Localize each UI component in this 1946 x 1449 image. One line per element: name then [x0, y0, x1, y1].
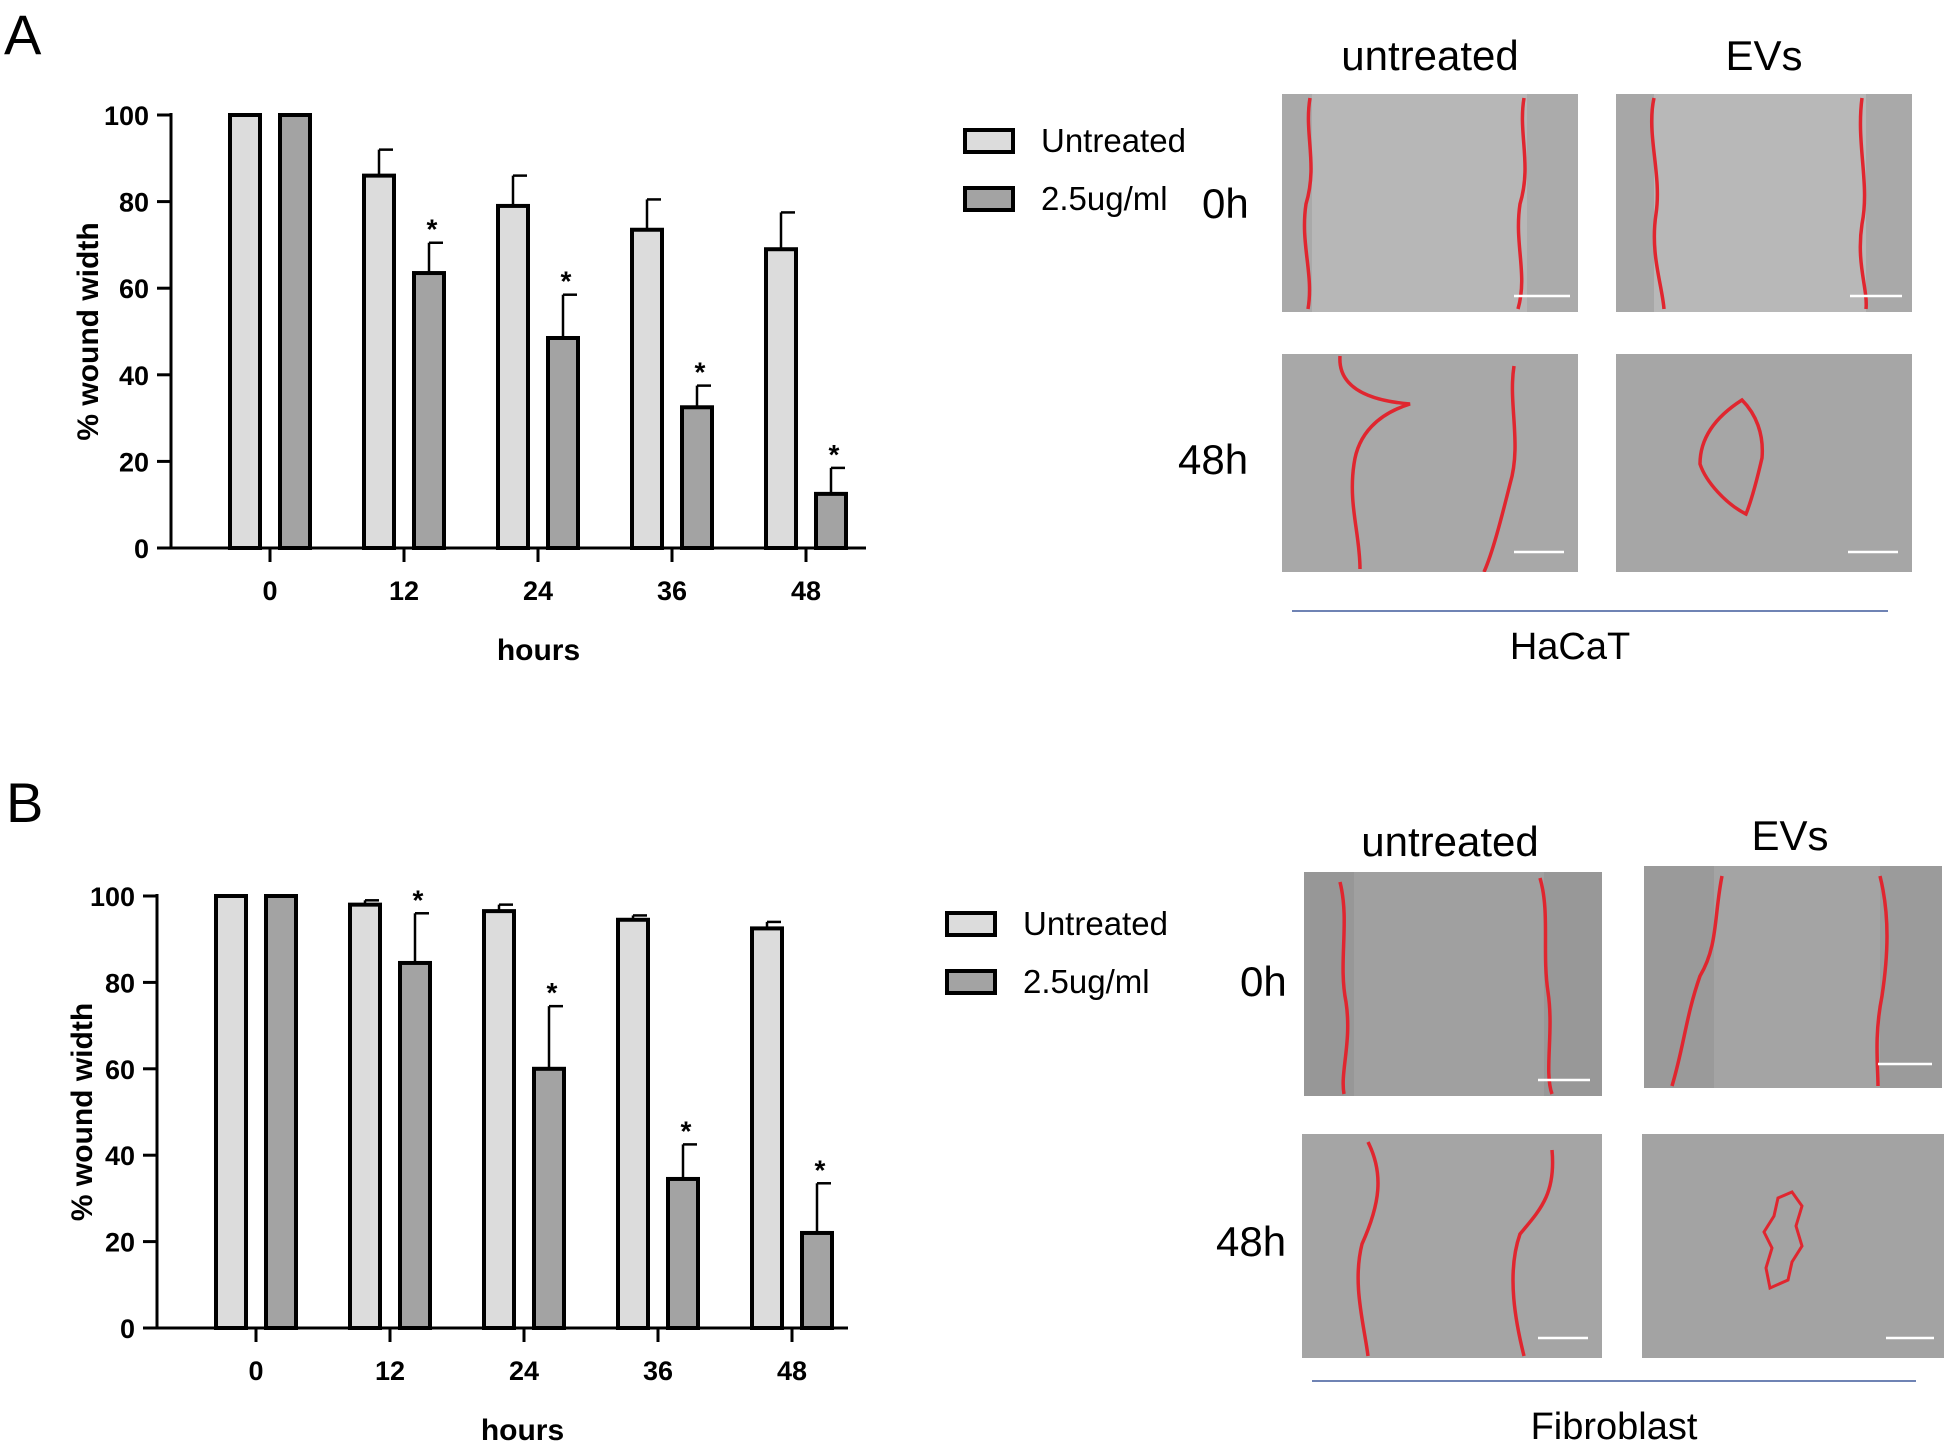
bar-untreated [630, 227, 664, 550]
bar-untreated [750, 926, 784, 1330]
y-tick-label: 80 [119, 188, 149, 218]
row-header-0h: 0h [1240, 958, 1287, 1005]
micrograph-a-untreated-0h [1282, 94, 1578, 312]
bar-treated [532, 1066, 566, 1330]
bar-treated [680, 405, 714, 550]
legend-swatch-treated [945, 969, 997, 995]
y-tick-label: 20 [105, 1228, 135, 1258]
y-tick-label: 80 [105, 968, 135, 998]
cell-type-label-b: Fibroblast [1530, 1406, 1698, 1448]
legend-item-treated: 2.5ug/ml [963, 170, 1186, 228]
chart-a: 0 20 40 60 80 100 0 12 * 24 * 36 * 48 * hours % wound wi… [72, 101, 866, 667]
bar-untreated [348, 902, 382, 1330]
legend-item-untreated: Untreated [963, 112, 1186, 170]
y-tick-label: 40 [119, 361, 149, 391]
x-tick-label: 12 [375, 1356, 405, 1386]
x-tick-label: 0 [248, 1356, 263, 1386]
bar-untreated [482, 909, 516, 1330]
x-tick-label: 48 [777, 1356, 807, 1386]
legend-swatch-untreated [963, 128, 1015, 154]
panel-a-letter: A [4, 3, 42, 66]
y-tick-label: 60 [119, 274, 149, 304]
column-header-evs: EVs [1725, 32, 1803, 79]
bar-untreated [362, 173, 396, 550]
micrograph-b-evs-48h [1642, 1134, 1944, 1358]
y-tick-label: 0 [120, 1314, 135, 1344]
x-tick-label: 12 [389, 576, 419, 606]
bar-treated [412, 271, 446, 550]
significance-marker: * [561, 266, 572, 297]
legend-b: Untreated 2.5ug/ml [945, 895, 1168, 1011]
micrograph-b-untreated-48h [1302, 1134, 1602, 1358]
bar-treated [546, 335, 580, 550]
x-tick-label: 36 [643, 1356, 673, 1386]
x-tick-label: 24 [523, 576, 553, 606]
x-tick-label: 0 [262, 576, 277, 606]
y-tick-label: 0 [134, 534, 149, 564]
row-header-48h: 48h [1216, 1218, 1287, 1265]
y-tick-label: 100 [104, 101, 149, 131]
micrograph-b-untreated-0h [1304, 872, 1602, 1096]
panel-b-letter: B [6, 771, 44, 834]
legend-label: 2.5ug/ml [1041, 180, 1168, 217]
bar-treated [278, 113, 312, 550]
y-tick-label: 60 [105, 1055, 135, 1085]
micrograph-b-evs-0h [1644, 866, 1942, 1088]
significance-marker: * [681, 1115, 692, 1146]
separator-a [1292, 610, 1888, 612]
x-axis-title: hours [481, 1414, 564, 1447]
x-tick-label: 48 [791, 576, 821, 606]
column-header-evs: EVs [1751, 812, 1829, 859]
column-header-untreated: untreated [1361, 818, 1539, 865]
significance-marker: * [547, 977, 558, 1008]
row-header-0h: 0h [1202, 180, 1249, 227]
bar-untreated [764, 247, 798, 550]
bar-untreated [616, 917, 650, 1330]
bar-treated [666, 1176, 700, 1330]
chart-b: 0 20 40 60 80 100 0 12 * 24 * 36 * 48 * hours % wound wi… [66, 882, 848, 1447]
bar-untreated [228, 113, 262, 550]
y-axis-title: % wound width [72, 222, 105, 440]
significance-marker: * [815, 1154, 826, 1185]
legend-label: 2.5ug/ml [1023, 963, 1150, 1000]
legend-swatch-treated [963, 186, 1015, 212]
bar-untreated [496, 203, 530, 550]
y-tick-label: 40 [105, 1141, 135, 1171]
x-tick-label: 36 [657, 576, 687, 606]
legend-label: Untreated [1023, 905, 1168, 942]
y-tick-label: 100 [90, 882, 135, 912]
legend-a: Untreated 2.5ug/ml [963, 112, 1186, 228]
cell-type-label-a: HaCaT [1509, 626, 1631, 668]
row-header-48h: 48h [1178, 436, 1249, 483]
legend-item-treated: 2.5ug/ml [945, 953, 1168, 1011]
bar-treated [814, 491, 848, 550]
x-axis-title: hours [497, 634, 580, 667]
bar-untreated [214, 894, 248, 1330]
legend-label: Untreated [1041, 122, 1186, 159]
x-tick-label: 24 [509, 1356, 539, 1386]
micrograph-a-evs-48h [1616, 354, 1912, 572]
bar-treated [264, 894, 298, 1330]
significance-marker: * [427, 214, 438, 245]
column-header-untreated: untreated [1341, 32, 1519, 79]
legend-swatch-untreated [945, 911, 997, 937]
significance-marker: * [413, 884, 424, 915]
separator-b [1312, 1380, 1916, 1382]
significance-marker: * [829, 439, 840, 470]
micrograph-a-untreated-48h [1282, 354, 1578, 572]
significance-marker: * [695, 357, 706, 388]
y-axis-title: % wound width [66, 1003, 99, 1221]
legend-item-untreated: Untreated [945, 895, 1168, 953]
y-tick-label: 20 [119, 447, 149, 477]
bar-treated [800, 1230, 834, 1330]
bar-treated [398, 960, 432, 1331]
micrograph-a-evs-0h [1616, 94, 1912, 312]
